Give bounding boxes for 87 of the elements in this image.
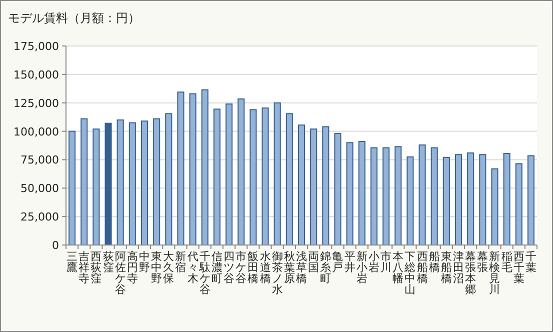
bar	[515, 163, 522, 246]
x-tick-label: 飯田橋	[248, 250, 259, 285]
bar	[394, 146, 402, 246]
bar	[92, 128, 100, 246]
x-tick-label: 東中野	[151, 250, 162, 285]
x-tick-label: 浅草橋	[296, 250, 307, 285]
x-tick-label: 津田沼	[453, 250, 464, 285]
x-tick-label: 市川	[380, 250, 392, 274]
x-tick-label: 小岩	[368, 250, 380, 274]
x-tick-label: 幕張	[477, 250, 488, 274]
bar	[165, 113, 172, 246]
y-tick-label: 0	[52, 239, 59, 252]
x-tick-label: 千葉	[525, 250, 536, 274]
y-tick-label: 75,000	[20, 154, 59, 167]
bar	[177, 92, 184, 246]
chart-title: モデル賃料（月額：円）	[8, 11, 140, 25]
bar	[346, 142, 354, 246]
bar	[418, 144, 426, 246]
x-tick-label: 高円寺	[126, 250, 138, 285]
x-tick-label: 三鷹	[66, 250, 78, 274]
bar	[503, 152, 510, 246]
bar	[286, 113, 293, 246]
x-tick-label: 吉祥寺	[78, 250, 90, 285]
x-tick-label: 錦糸町	[320, 250, 332, 285]
x-tick-label: 西千葉	[513, 250, 524, 285]
bar	[298, 124, 306, 246]
bar	[80, 118, 88, 246]
bar	[382, 147, 390, 246]
bar	[116, 119, 124, 246]
x-tick-label: 船橋	[428, 250, 440, 274]
bar	[262, 107, 269, 246]
y-tick-label: 25,000	[20, 210, 59, 224]
bar	[213, 108, 220, 246]
x-tick-label: 信濃町	[211, 250, 222, 285]
bar	[153, 118, 160, 246]
bar	[310, 128, 318, 246]
bar	[140, 120, 148, 246]
x-tick-label: 四ツ谷	[224, 250, 235, 285]
x-tick-label: 大久保	[163, 250, 174, 285]
bar	[238, 98, 245, 246]
y-tick-label: 150,000	[14, 68, 59, 82]
bar	[406, 156, 414, 246]
bar	[430, 147, 438, 246]
x-tick-label: 新小岩	[356, 250, 368, 285]
x-tick-label: 東船橋	[440, 250, 452, 285]
bar	[274, 102, 281, 246]
bar	[491, 168, 498, 246]
x-tick-label: 代々木	[186, 250, 198, 285]
x-tick-label: 下総中山	[404, 250, 416, 296]
y-tick-label: 100,000	[14, 125, 59, 138]
bar	[68, 130, 76, 246]
x-tick-label: 中野	[139, 250, 150, 274]
x-tick-label: 稲毛	[501, 250, 512, 274]
y-tick-label: 175,000	[14, 40, 59, 53]
bar	[250, 109, 257, 246]
x-tick-label: 御茶ノ水	[272, 250, 283, 296]
x-tick-label: 新宿	[175, 250, 186, 274]
x-tick-label: 千駄ケ谷	[198, 250, 210, 296]
bar	[527, 155, 534, 246]
bar	[370, 147, 378, 246]
x-tick-label: 西船橋	[416, 250, 428, 285]
bar	[201, 89, 208, 246]
bar	[128, 122, 136, 246]
x-tick-label: 平井	[344, 250, 356, 274]
x-tick-label: 新検見川	[489, 250, 500, 296]
x-tick-label: 本八幡	[392, 250, 404, 285]
bar	[189, 93, 196, 246]
x-tick-label: 荻窪	[102, 250, 114, 274]
x-tick-label: 市ケ谷	[236, 250, 247, 285]
x-tick-label: 秋葉原	[284, 250, 295, 285]
bar	[358, 141, 366, 246]
x-tick-label: 亀戸	[332, 250, 344, 274]
x-tick-label: 水道橋	[260, 250, 271, 285]
bar	[104, 122, 112, 246]
x-tick-label: 両国	[308, 250, 320, 274]
bar	[334, 133, 342, 246]
x-tick-label: 西荻窪	[90, 250, 102, 285]
y-tick-label: 125,000	[14, 96, 59, 110]
x-tick-label: 阿佐ケ谷	[114, 250, 126, 296]
bar	[322, 126, 330, 246]
bar	[479, 154, 486, 246]
y-tick-label: 50,000	[20, 182, 59, 196]
bar	[454, 154, 462, 246]
bar	[467, 152, 474, 246]
bar	[226, 103, 233, 246]
bar	[442, 156, 450, 246]
x-tick-label: 幕張本郷	[465, 250, 476, 296]
